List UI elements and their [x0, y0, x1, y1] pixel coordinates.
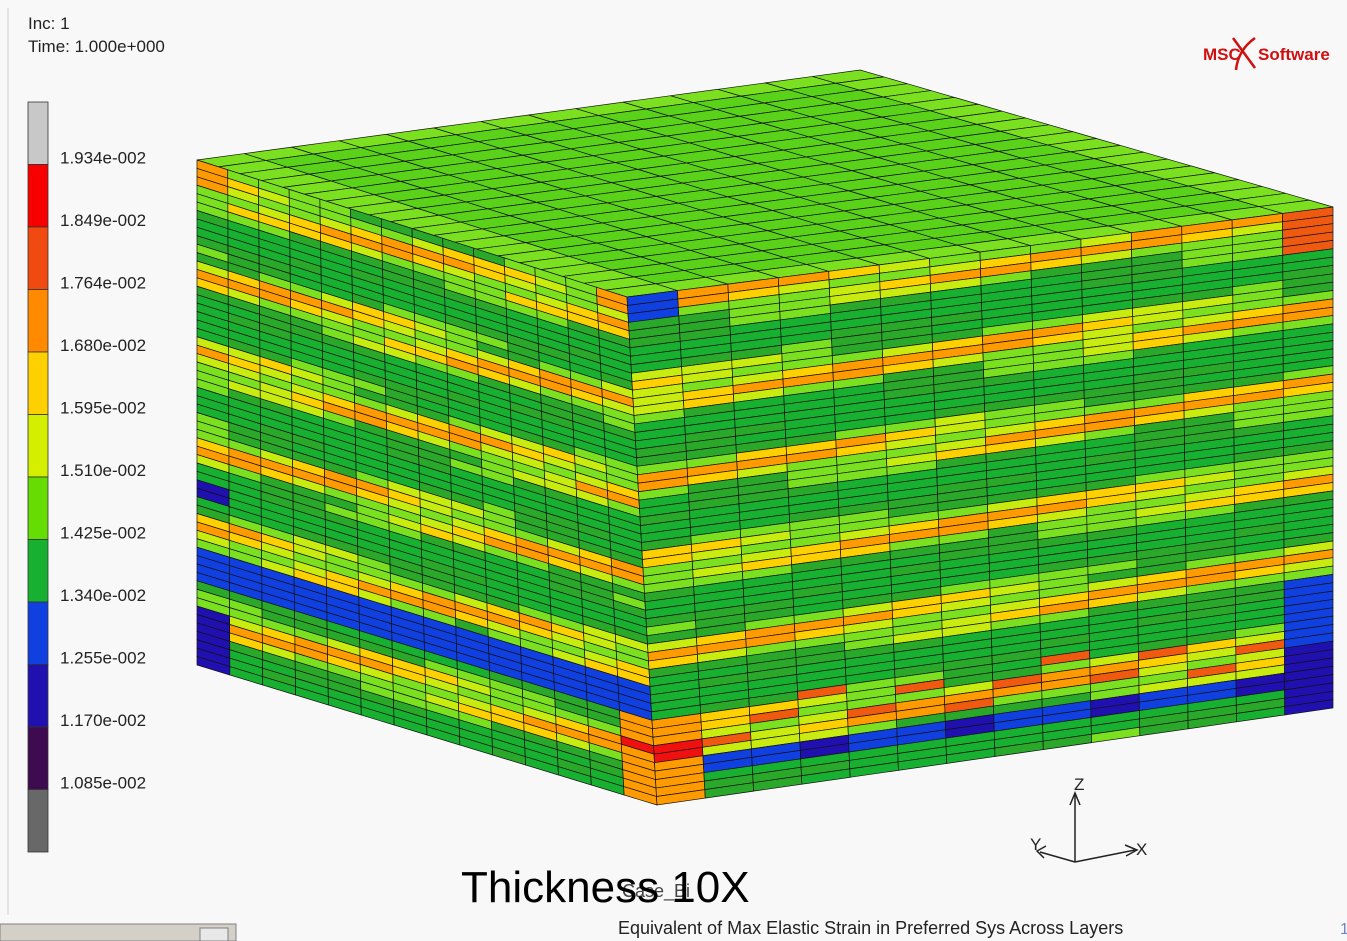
legend-swatch: [28, 665, 48, 728]
scene: Inc: 1 Time: 1.000e+000 MSC Software 1.9…: [0, 0, 1347, 941]
legend-swatch: [28, 290, 48, 353]
legend-swatch: [28, 352, 48, 415]
legend-label: 1.680e-002: [60, 336, 146, 355]
legend-label: 1.764e-002: [60, 274, 146, 293]
dropdown-button[interactable]: [200, 928, 228, 941]
legend-label: 1.340e-002: [60, 586, 146, 605]
model: [197, 70, 1333, 805]
logo-right: Software: [1258, 45, 1330, 64]
legend-label: 1.849e-002: [60, 211, 146, 230]
legend-swatch: [28, 477, 48, 540]
time: Time: 1.000e+000: [28, 37, 165, 56]
legend-swatch: [28, 102, 48, 165]
increment: Inc: 1: [28, 14, 70, 33]
legend-swatch: [28, 790, 48, 853]
annotation: Thickness 10X: [461, 863, 750, 912]
legend-swatch: [28, 540, 48, 603]
footer: Equivalent of Max Elastic Strain in Pref…: [618, 918, 1123, 938]
legend-label: 1.595e-002: [60, 399, 146, 418]
triad-x: X: [1136, 840, 1147, 859]
viewport: Inc: 1 Time: 1.000e+000 MSC Software 1.9…: [0, 0, 1347, 941]
legend-label: 1.085e-002: [60, 774, 146, 793]
legend-label: 1.170e-002: [60, 711, 146, 730]
legend-label: 1.425e-002: [60, 524, 146, 543]
corner-label: 1: [1340, 921, 1347, 938]
legend-swatch: [28, 165, 48, 228]
triad-y: Y: [1030, 835, 1041, 854]
legend-label: 1.510e-002: [60, 461, 146, 480]
legend-swatch: [28, 415, 48, 478]
legend-label: 1.255e-002: [60, 649, 146, 668]
legend-swatch: [28, 727, 48, 790]
legend-swatch: [28, 227, 48, 290]
logo-left: MSC: [1203, 45, 1241, 64]
triad-z: Z: [1074, 775, 1084, 794]
legend-swatch: [28, 602, 48, 665]
legend-label: 1.934e-002: [60, 149, 146, 168]
